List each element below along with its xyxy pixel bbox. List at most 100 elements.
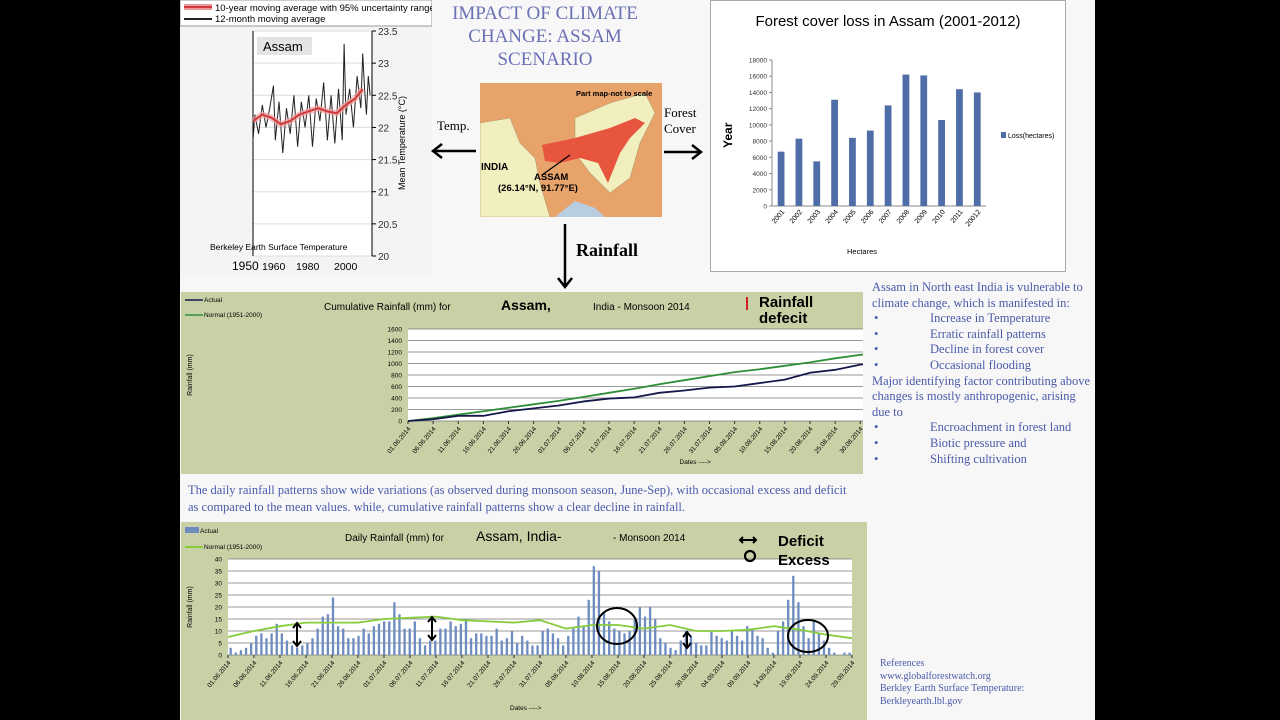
x-tick-label: 2000 [334,261,358,273]
bar [296,647,299,655]
series-line-normal [227,615,853,640]
temp-label: Temp. [437,118,470,133]
bar [654,619,657,655]
bar [439,628,442,655]
bar [434,640,437,655]
bar [311,638,314,655]
bar [756,635,759,655]
bar [500,640,503,655]
bar [526,640,529,655]
chart-source: Berkeley Earth Surface Temperature [210,242,348,252]
facts-lead: Assam in North east India is vulnerable … [872,280,1083,310]
bar [572,628,575,655]
y-tick-label: 20 [215,605,223,612]
list-item-text: Shifting cultivation [930,451,1027,466]
bar [956,89,963,206]
bar [807,638,810,655]
arrow-down-icon [557,224,573,290]
y-tick-label: 14000 [749,90,767,97]
bar [541,631,544,655]
bar [239,650,243,655]
bar [813,161,821,206]
y-tick-label: 8000 [753,139,768,146]
y-tick-label: 15 [215,617,223,624]
deficit-legend-label: Deficit [778,533,824,550]
bar [725,640,728,655]
causes-list: • Encroachment in forest land • Biotic pres… [872,420,1094,467]
bar [480,633,483,655]
y-tick-label: 23.5 [378,27,398,38]
y-tick-label: 20.5 [378,220,398,231]
map-label-india: INDIA [481,162,508,173]
bar [536,645,539,655]
y-tick-label: 35 [215,569,223,576]
forest-loss-chart: Forest cover loss in Assam (2001-2012) 0 2… [710,0,1066,272]
excess-legend-icon [743,549,757,563]
y-axis-label: Year [721,122,735,148]
y-tick-label: 25 [215,593,223,600]
bar [797,602,800,655]
legend-label: 10-year moving average with 95% uncertai… [215,3,432,14]
chart-title: Assam [263,39,303,54]
x-tick-label: 1960 [262,261,286,273]
y-tick-label: 1400 [388,338,403,345]
bar [781,621,785,655]
bar [567,635,570,655]
map-coordinates: (26.14°N, 91.77°E) [498,183,578,194]
map-region-assam [542,118,645,183]
bar [659,638,662,655]
bar [388,621,391,655]
y-tick-label: 40 [215,557,223,564]
deficit-arrow-head [427,615,437,642]
bar [602,611,606,655]
y-tick-label: 4000 [753,171,768,178]
y-tick-label: 30 [215,581,223,588]
bar [623,633,626,655]
chart-border [710,0,1066,272]
cumulative-rainfall-chart: 0200400600800100012001400160001.06.20140… [181,292,863,474]
list-item-text: Erratic rainfall patterns [930,326,1046,341]
bar [817,633,821,655]
bar [342,628,345,655]
y-tick-label: 20 [378,252,390,263]
chart-title-suffix: India - Monsoon 2014 [593,302,690,313]
bar [357,635,360,655]
bar [684,631,688,655]
bar [592,566,595,655]
bar [777,151,785,206]
bar [285,640,289,655]
bar [746,626,749,655]
bar [444,628,447,655]
bar [700,645,703,655]
bar [848,652,851,655]
bar [469,638,473,655]
legend-label: Loss(hectares) [1008,133,1054,140]
bar [464,619,468,655]
bar [352,638,355,655]
bar [561,645,565,655]
bar [669,647,672,655]
chart-title: Forest cover loss in Assam (2001-2012) [755,13,1020,30]
annotation-rainfall-deficit: Rainfall defecit [759,294,813,327]
impacts-list: • Increase in Temperature • Erratic rainfal… [872,311,1094,373]
bar [403,628,406,655]
bar [643,616,647,655]
map-sea [555,201,605,217]
map-label-assam: ASSAM [534,172,568,183]
forest-cover-label: Forest Cover [664,105,697,136]
poster-title: IMPACT OF CLIMATE CHANGE: ASSAM SCENARIO [452,3,638,70]
bar [551,633,555,655]
y-tick-label: 21.5 [378,156,398,167]
bar [674,650,677,655]
bar [587,599,590,655]
excess-legend-label: Excess [778,552,830,569]
chart-title-place: Assam, India- [476,528,562,544]
bar [679,640,682,655]
bar [490,635,493,655]
bar [515,643,519,655]
bar [710,631,713,655]
bar [648,607,652,655]
reference-item[interactable]: Berkleyearth.lbl.gov [880,695,963,707]
reference-item[interactable]: www.globalforestwatch.org [880,670,991,682]
bar [510,631,514,655]
